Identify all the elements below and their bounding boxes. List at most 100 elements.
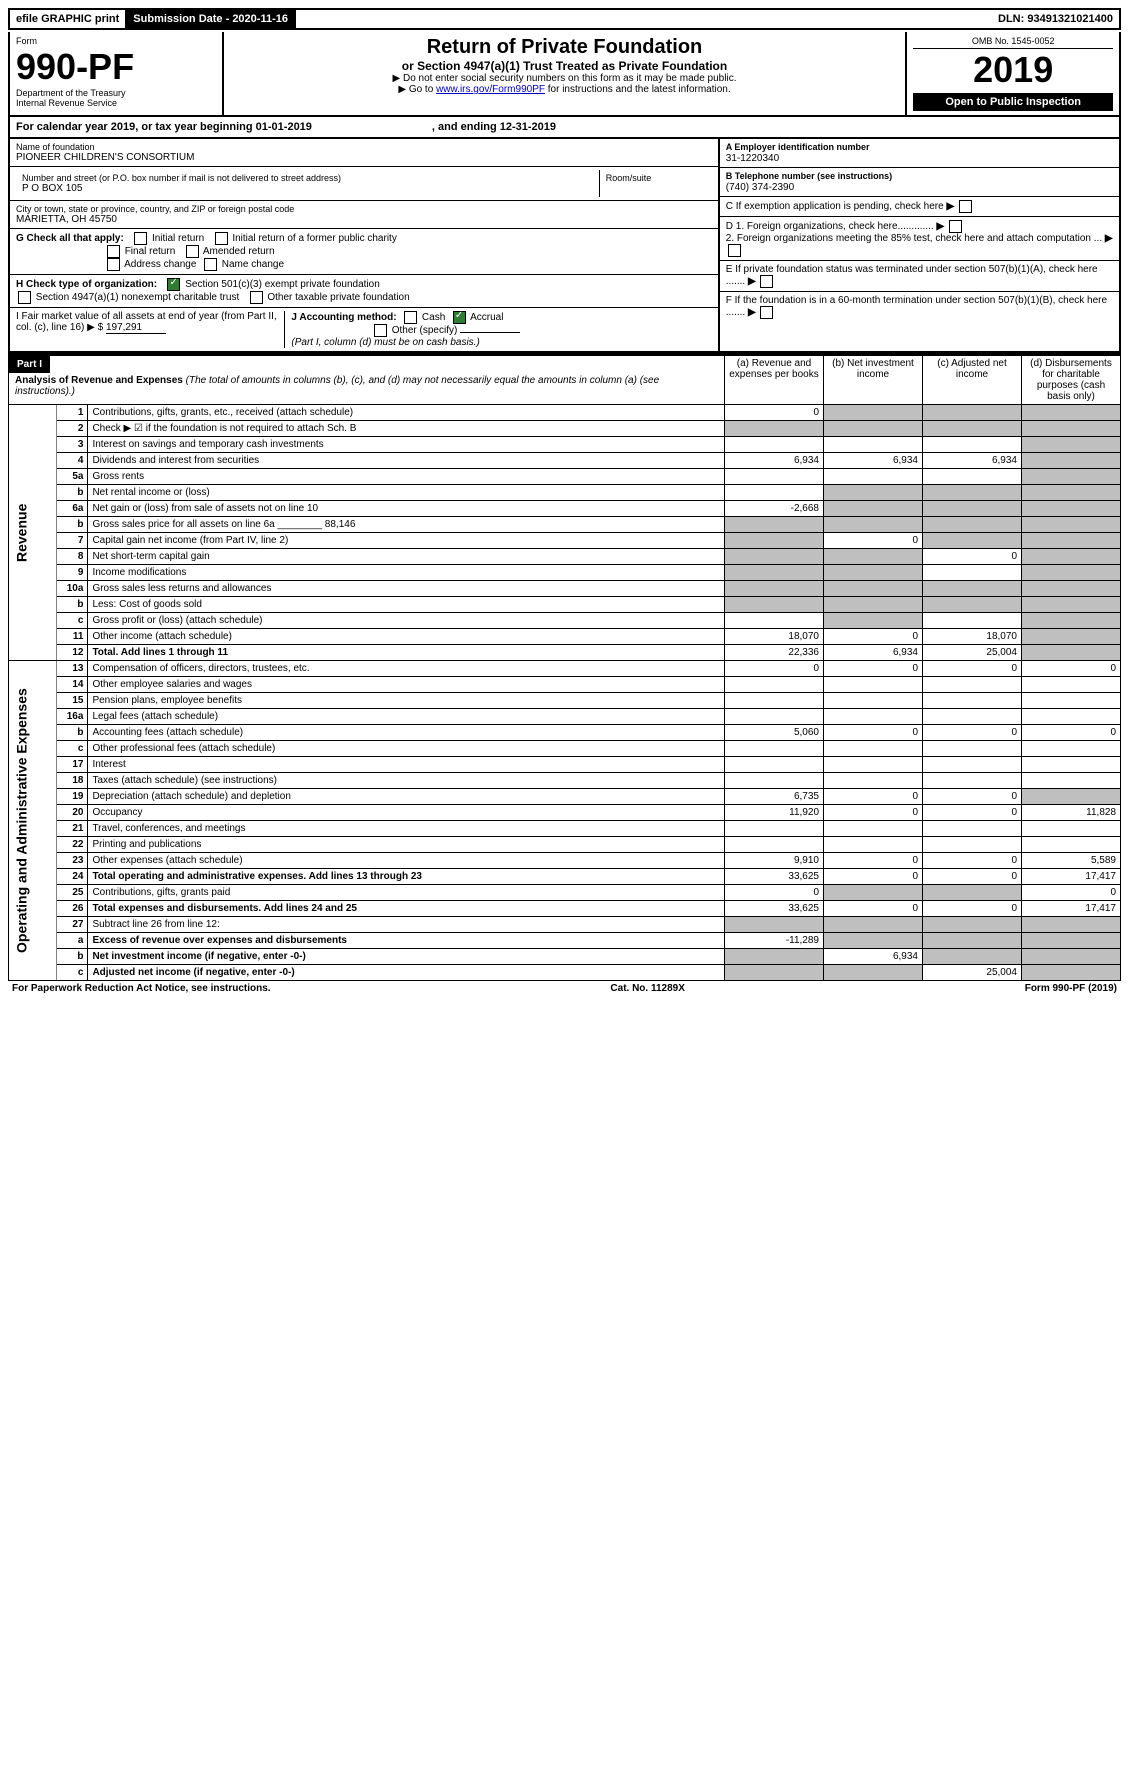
cell-d: 0 [1022, 661, 1121, 677]
table-row: 27Subtract line 26 from line 12: [9, 917, 1121, 933]
row-number: 3 [57, 437, 88, 453]
foundation-name: PIONEER CHILDREN'S CONSORTIUM [16, 152, 712, 163]
form-header: Form 990-PF Department of the Treasury I… [8, 32, 1121, 117]
checkbox-terminated[interactable] [760, 275, 773, 288]
checkbox-amended[interactable] [186, 245, 199, 258]
col-d-header: (d) Disbursements for charitable purpose… [1022, 356, 1121, 405]
form-link[interactable]: www.irs.gov/Form990PF [436, 84, 545, 95]
row-number: b [57, 597, 88, 613]
cell-c [923, 581, 1022, 597]
row-number: 10a [57, 581, 88, 597]
cell-a [725, 581, 824, 597]
table-row: 6aNet gain or (loss) from sale of assets… [9, 501, 1121, 517]
section-h: H Check type of organization: Section 50… [10, 275, 718, 308]
cell-b [824, 933, 923, 949]
row-number: b [57, 725, 88, 741]
cell-d [1022, 757, 1121, 773]
cell-d [1022, 469, 1121, 485]
cell-d [1022, 949, 1121, 965]
table-row: aExcess of revenue over expenses and dis… [9, 933, 1121, 949]
table-row: 12Total. Add lines 1 through 1122,3366,9… [9, 645, 1121, 661]
checkbox-other-taxable[interactable] [250, 291, 263, 304]
row-number: 20 [57, 805, 88, 821]
checkbox-address-change[interactable] [107, 258, 120, 271]
cell-b: 0 [824, 805, 923, 821]
checkbox-foreign-org[interactable] [949, 220, 962, 233]
checkbox-exemption-pending[interactable] [959, 200, 972, 213]
checkbox-initial[interactable] [134, 232, 147, 245]
cell-c [923, 709, 1022, 725]
checkbox-60month[interactable] [760, 306, 773, 319]
cell-b: 0 [824, 853, 923, 869]
checkbox-final[interactable] [107, 245, 120, 258]
checkbox-initial-former[interactable] [215, 232, 228, 245]
checkbox-4947[interactable] [18, 291, 31, 304]
cell-b [824, 549, 923, 565]
cell-a: 6,934 [725, 453, 824, 469]
checkbox-name-change[interactable] [204, 258, 217, 271]
table-row: cGross profit or (loss) (attach schedule… [9, 613, 1121, 629]
cell-b [824, 485, 923, 501]
cell-d: 0 [1022, 725, 1121, 741]
cell-a [725, 693, 824, 709]
cell-b [824, 917, 923, 933]
checkbox-85pct[interactable] [728, 244, 741, 257]
row-desc: Gross sales price for all assets on line… [88, 517, 725, 533]
cell-a: 0 [725, 661, 824, 677]
table-row: 11Other income (attach schedule)18,07001… [9, 629, 1121, 645]
tax-year: 2019 [913, 49, 1113, 91]
table-row: 7Capital gain net income (from Part IV, … [9, 533, 1121, 549]
row-desc: Other income (attach schedule) [88, 629, 725, 645]
cell-b: 6,934 [824, 949, 923, 965]
row-number: 26 [57, 901, 88, 917]
cell-c [923, 597, 1022, 613]
cell-c [923, 565, 1022, 581]
room-label: Room/suite [600, 170, 712, 197]
cell-d [1022, 821, 1121, 837]
omb-number: OMB No. 1545-0052 [913, 36, 1113, 49]
cell-d [1022, 965, 1121, 981]
cell-c [923, 693, 1022, 709]
cell-d [1022, 933, 1121, 949]
checkbox-accrual[interactable] [453, 311, 466, 324]
row-desc: Contributions, gifts, grants, etc., rece… [88, 405, 725, 421]
instr-ssn: ▶ Do not enter social security numbers o… [230, 73, 900, 84]
cell-d [1022, 709, 1121, 725]
cell-c [923, 757, 1022, 773]
cell-b [824, 757, 923, 773]
table-row: 22Printing and publications [9, 837, 1121, 853]
table-row: bAccounting fees (attach schedule)5,0600… [9, 725, 1121, 741]
row-number: 17 [57, 757, 88, 773]
table-row: bGross sales price for all assets on lin… [9, 517, 1121, 533]
row-number: 15 [57, 693, 88, 709]
row-desc: Contributions, gifts, grants paid [88, 885, 725, 901]
section-e: E If private foundation status was termi… [720, 261, 1119, 292]
form-ref: Form 990-PF (2019) [1025, 983, 1117, 994]
cell-b: 6,934 [824, 453, 923, 469]
checkbox-501c3[interactable] [167, 278, 180, 291]
dept-treasury: Department of the Treasury [16, 88, 216, 98]
row-desc: Check ▶ ☑ if the foundation is not requi… [88, 421, 725, 437]
cell-a: 33,625 [725, 901, 824, 917]
row-number: 9 [57, 565, 88, 581]
checkbox-cash[interactable] [404, 311, 417, 324]
cell-d [1022, 549, 1121, 565]
table-row: 23Other expenses (attach schedule)9,9100… [9, 853, 1121, 869]
section-d: D 1. Foreign organizations, check here..… [720, 217, 1119, 261]
row-desc: Pension plans, employee benefits [88, 693, 725, 709]
part1-header: Part I [9, 356, 50, 373]
col-c-header: (c) Adjusted net income [923, 356, 1022, 405]
row-desc: Excess of revenue over expenses and disb… [88, 933, 725, 949]
name-label: Name of foundation [16, 142, 712, 152]
table-row: 20Occupancy11,9200011,828 [9, 805, 1121, 821]
cell-c: 6,934 [923, 453, 1022, 469]
cell-b: 0 [824, 661, 923, 677]
checkbox-other-method[interactable] [374, 324, 387, 337]
row-desc: Accounting fees (attach schedule) [88, 725, 725, 741]
cell-a: 33,625 [725, 869, 824, 885]
row-desc: Other employee salaries and wages [88, 677, 725, 693]
cell-a: -2,668 [725, 501, 824, 517]
row-desc: Net investment income (if negative, ente… [88, 949, 725, 965]
ein-label: A Employer identification number [726, 142, 870, 152]
cell-a: 6,735 [725, 789, 824, 805]
